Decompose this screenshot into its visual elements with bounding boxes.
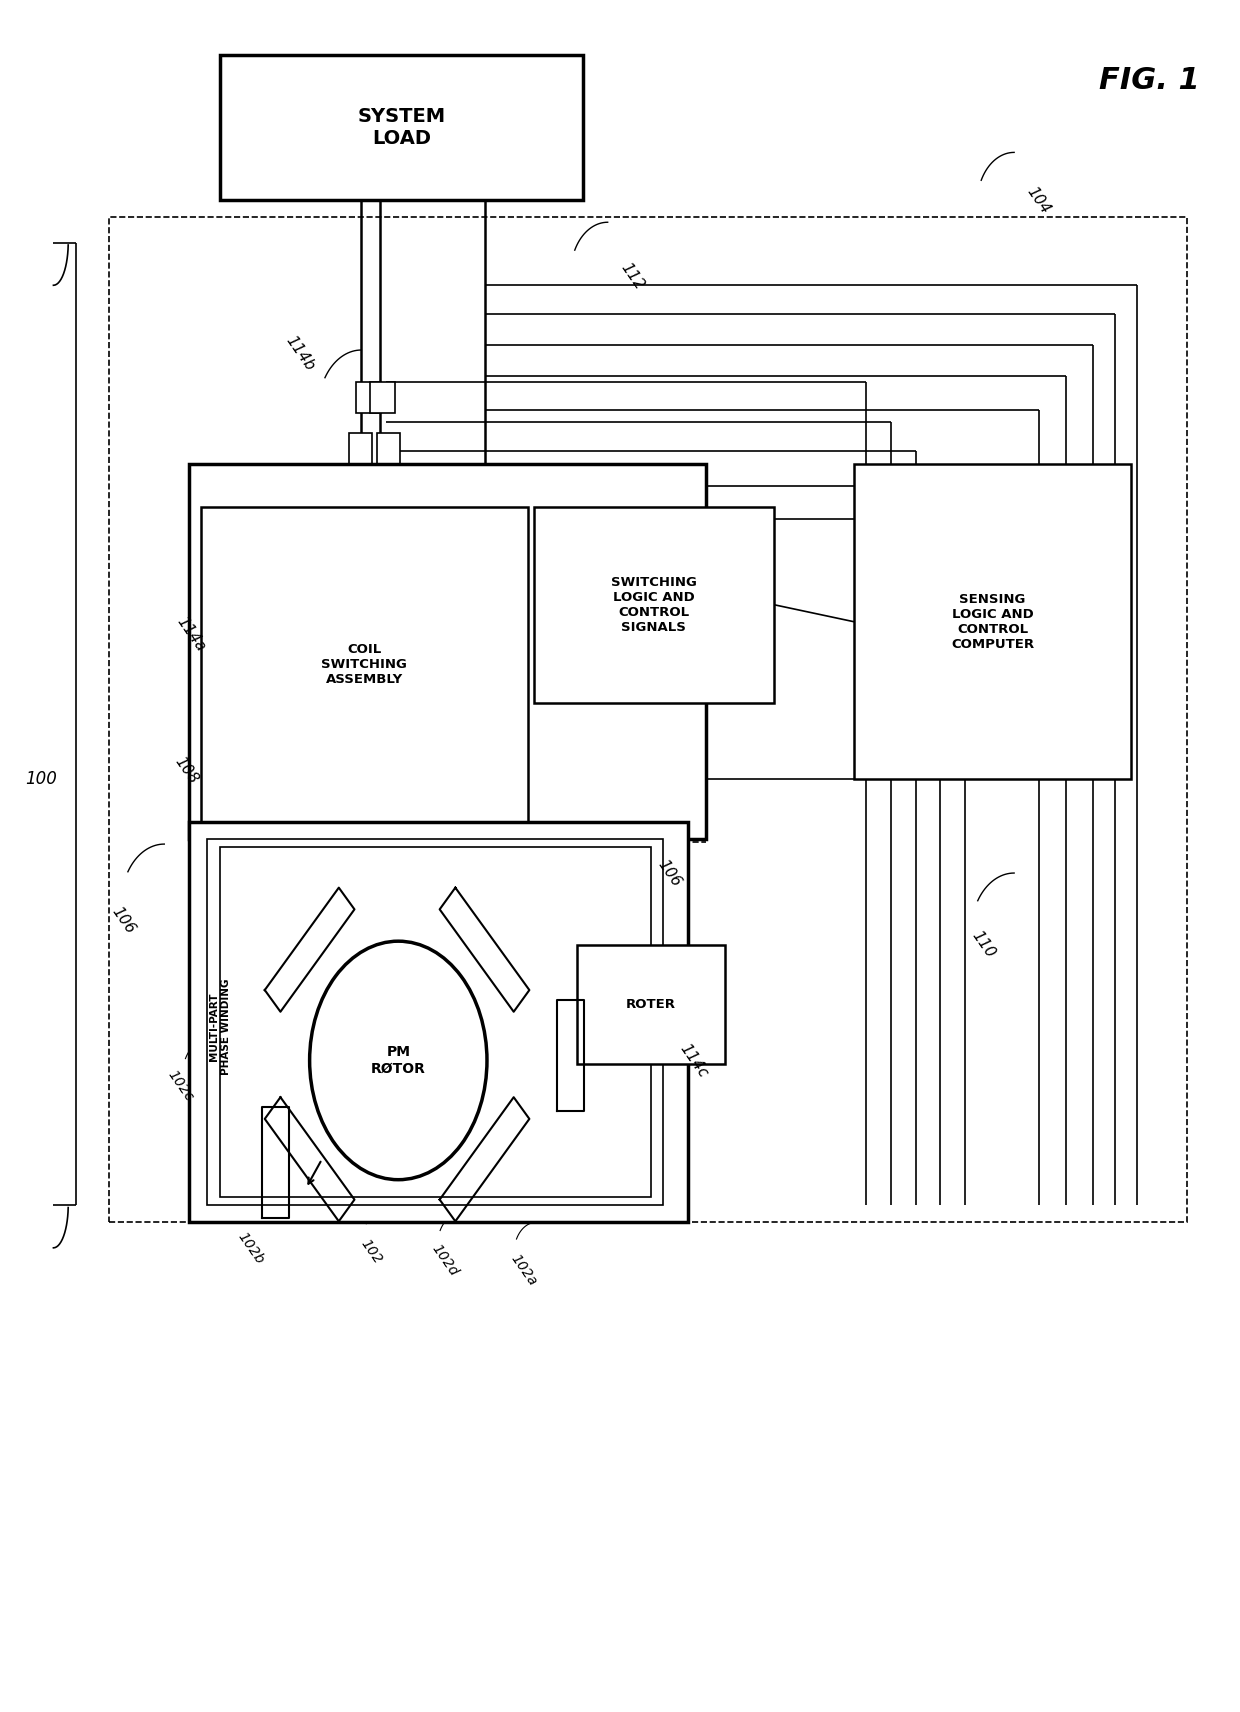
Text: ROTER: ROTER [626,998,676,1010]
Text: 102c: 102c [165,1068,196,1104]
Text: 104: 104 [1024,183,1053,216]
FancyBboxPatch shape [219,55,583,200]
FancyBboxPatch shape [207,839,663,1205]
FancyBboxPatch shape [370,382,394,413]
Text: MULTI-PART
PHASE WINDING: MULTI-PART PHASE WINDING [208,978,231,1075]
Text: SENSING
LOGIC AND
CONTROL
COMPUTER: SENSING LOGIC AND CONTROL COMPUTER [951,592,1034,651]
FancyBboxPatch shape [533,507,774,702]
Text: 112: 112 [618,260,647,293]
Text: 106: 106 [109,904,138,936]
Text: 100: 100 [25,770,57,788]
Text: 102: 102 [358,1236,384,1267]
FancyBboxPatch shape [348,433,372,464]
Text: 114b: 114b [283,334,317,373]
Text: SWITCHING
LOGIC AND
CONTROL
SIGNALS: SWITCHING LOGIC AND CONTROL SIGNALS [611,575,697,633]
Text: PM
RØTOR: PM RØTOR [371,1046,425,1075]
FancyBboxPatch shape [201,507,528,822]
FancyBboxPatch shape [188,822,688,1222]
Text: 110: 110 [968,928,998,960]
FancyBboxPatch shape [854,464,1131,779]
Text: 114a: 114a [174,615,208,654]
Text: FIG. 1: FIG. 1 [1099,67,1200,96]
Text: 114c: 114c [677,1041,711,1080]
Text: 106: 106 [655,856,683,889]
Text: 102d: 102d [429,1241,461,1279]
Ellipse shape [310,942,487,1180]
Text: SYSTEM
LOAD: SYSTEM LOAD [357,108,445,149]
FancyBboxPatch shape [219,847,651,1197]
FancyBboxPatch shape [188,464,707,839]
Text: 102b: 102b [234,1229,267,1267]
Text: COIL
SWITCHING
ASSEMBLY: COIL SWITCHING ASSEMBLY [321,642,408,687]
Text: 108: 108 [172,755,201,788]
FancyBboxPatch shape [377,433,401,464]
Text: 102a: 102a [508,1251,539,1289]
FancyBboxPatch shape [577,945,724,1063]
FancyBboxPatch shape [356,382,381,413]
